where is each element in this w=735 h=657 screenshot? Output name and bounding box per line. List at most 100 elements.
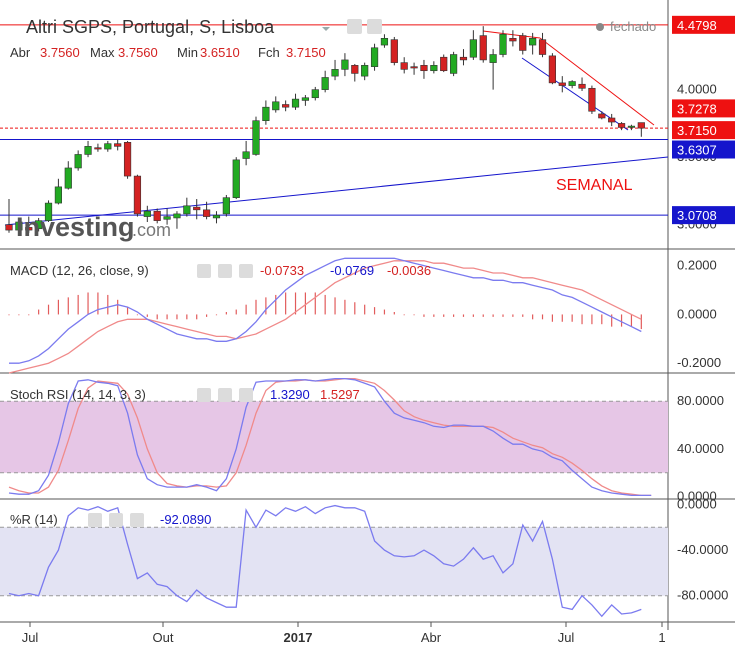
candle-body <box>84 146 92 155</box>
candle-body <box>232 159 240 198</box>
candle-body <box>15 221 23 231</box>
candle-body <box>44 202 53 221</box>
macd-signal-value: -0.0769 <box>330 263 374 278</box>
wr-line <box>8 504 642 618</box>
macd-signal-line <box>8 260 642 374</box>
watermark-suffix: .com <box>132 220 171 240</box>
stoch-k-line <box>8 377 652 497</box>
market-status: fechado <box>610 19 656 34</box>
macd-tick-label: -0.2000 <box>677 355 721 370</box>
semanal-annotation: SEMANAL <box>556 177 633 194</box>
candle-body <box>351 65 359 74</box>
stoch-tick-label: 40.0000 <box>677 441 724 456</box>
price-badge <box>672 206 735 225</box>
grid-layer <box>0 0 735 630</box>
close-label: Fch <box>258 45 280 60</box>
candle-body <box>153 210 161 221</box>
candle-body <box>133 175 142 215</box>
price-badge-label: 3.0708 <box>677 208 717 223</box>
candle-body <box>479 35 487 61</box>
candles <box>5 26 645 235</box>
wr-title: %R (14) <box>10 512 58 527</box>
wr-close-icon[interactable] <box>130 513 144 527</box>
candle-body <box>558 82 566 86</box>
candle-body <box>568 81 576 86</box>
candle-body <box>608 117 616 123</box>
wr-settings-icon[interactable] <box>109 513 123 527</box>
candle-body <box>449 54 458 74</box>
candle-body <box>598 113 606 119</box>
candle-body <box>440 56 448 72</box>
candle-body <box>94 147 102 150</box>
candle-body <box>529 38 537 46</box>
stoch-d-value: 1.5297 <box>320 387 360 402</box>
stoch-close-icon[interactable] <box>239 388 253 402</box>
stoch-overbought-band <box>0 401 668 473</box>
candle-body <box>459 56 468 61</box>
price-badge-label: 3.7150 <box>677 123 717 138</box>
price-badge <box>672 99 735 118</box>
indicator-lines <box>8 257 652 618</box>
candle-body <box>400 62 408 70</box>
candle-body <box>272 101 280 111</box>
candle-body <box>35 220 43 230</box>
price-badge-label: 3.7278 <box>677 101 717 116</box>
stoch-d-line <box>8 377 652 497</box>
candle-body <box>548 55 556 84</box>
wr-eye-icon[interactable] <box>88 513 102 527</box>
candle-body <box>5 224 13 231</box>
candle-body <box>54 186 62 204</box>
macd-settings-icon[interactable] <box>218 264 232 278</box>
wr-tick-label: 0.0000 <box>677 496 717 511</box>
candle-body <box>25 227 33 231</box>
candle-body <box>104 143 112 150</box>
macd-title: MACD (12, 26, close, 9) <box>10 263 149 278</box>
stoch-settings-icon[interactable] <box>218 388 232 402</box>
close-value: 3.7150 <box>286 45 326 60</box>
macd-line <box>9 257 642 364</box>
watermark-brand: Investing <box>16 212 135 242</box>
candle-body <box>361 65 369 77</box>
stoch-title: Stoch RSI (14, 14, 3, 3) <box>10 387 146 402</box>
price-badge <box>672 15 735 34</box>
candle-body <box>380 38 389 46</box>
macd-hist-value: -0.0036 <box>387 263 431 278</box>
macd-value: -0.0733 <box>260 263 304 278</box>
candle-body <box>143 210 151 217</box>
low-label: Min <box>177 45 198 60</box>
stoch-tick-label: 80.0000 <box>677 393 724 408</box>
macd-eye-icon[interactable] <box>197 264 211 278</box>
candle-body <box>578 83 586 89</box>
time-tick-label: Jul <box>22 630 39 645</box>
candle-body <box>469 39 477 58</box>
market-status-icon <box>596 23 604 31</box>
macd-close-icon[interactable] <box>239 264 253 278</box>
open-label: Abr <box>10 45 31 60</box>
candle-body <box>341 59 349 70</box>
gear-icon[interactable] <box>367 19 382 34</box>
candle-body <box>114 143 122 147</box>
time-tick-label: Jul <box>558 630 575 645</box>
candle-body <box>252 120 260 155</box>
settings-icon[interactable] <box>347 19 362 34</box>
macd-tick-label: 0.2000 <box>677 258 717 273</box>
wr-tick-label: -40.0000 <box>677 542 728 557</box>
candle-body <box>311 89 319 99</box>
candle-body <box>499 33 507 55</box>
title-dropdown-icon[interactable] <box>322 27 330 31</box>
candle-body <box>538 39 547 55</box>
stoch-eye-icon[interactable] <box>197 388 211 402</box>
time-tick-label: 1 <box>658 630 665 645</box>
candle-body <box>331 69 339 77</box>
time-tick-label: 2017 <box>284 630 313 645</box>
candle-body <box>637 122 645 129</box>
price-badge <box>672 121 735 140</box>
price-badge-label: 3.6307 <box>677 143 717 158</box>
macd-tick-label: 0.0000 <box>677 306 717 321</box>
stoch-tick-label: 0.0000 <box>677 489 717 504</box>
candle-body <box>193 206 201 211</box>
candle-body <box>183 205 191 215</box>
candle-body <box>410 66 418 69</box>
candle-body <box>588 87 596 112</box>
